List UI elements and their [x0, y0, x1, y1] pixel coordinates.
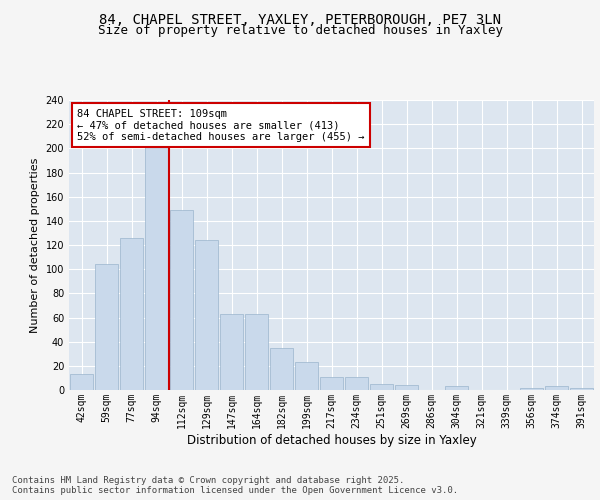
- Bar: [194, 240, 218, 390]
- Bar: [170, 210, 193, 390]
- Bar: [70, 374, 94, 390]
- X-axis label: Distribution of detached houses by size in Yaxley: Distribution of detached houses by size …: [187, 434, 476, 446]
- Text: 84, CHAPEL STREET, YAXLEY, PETERBOROUGH, PE7 3LN: 84, CHAPEL STREET, YAXLEY, PETERBOROUGH,…: [99, 12, 501, 26]
- Bar: [295, 362, 319, 390]
- Bar: [245, 314, 268, 390]
- Bar: [545, 386, 568, 390]
- Bar: [95, 264, 118, 390]
- Text: 84 CHAPEL STREET: 109sqm
← 47% of detached houses are smaller (413)
52% of semi-: 84 CHAPEL STREET: 109sqm ← 47% of detach…: [77, 108, 364, 142]
- Bar: [145, 147, 169, 390]
- Bar: [370, 384, 394, 390]
- Y-axis label: Number of detached properties: Number of detached properties: [30, 158, 40, 332]
- Bar: [119, 238, 143, 390]
- Bar: [445, 386, 469, 390]
- Bar: [569, 388, 593, 390]
- Bar: [320, 376, 343, 390]
- Bar: [344, 376, 368, 390]
- Bar: [269, 348, 293, 390]
- Text: Size of property relative to detached houses in Yaxley: Size of property relative to detached ho…: [97, 24, 503, 37]
- Bar: [220, 314, 244, 390]
- Bar: [395, 385, 418, 390]
- Text: Contains HM Land Registry data © Crown copyright and database right 2025.
Contai: Contains HM Land Registry data © Crown c…: [12, 476, 458, 495]
- Bar: [520, 388, 544, 390]
